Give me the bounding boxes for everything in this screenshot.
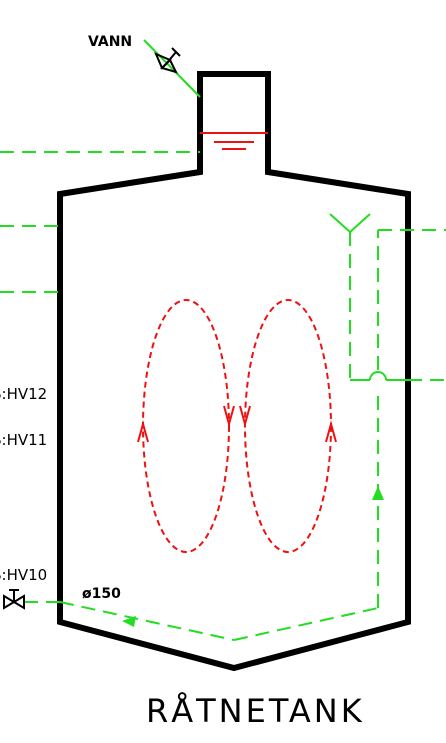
circulation-loops xyxy=(143,300,331,552)
valve-icon xyxy=(4,590,24,608)
tank-title: RÅTNETANK xyxy=(146,692,365,730)
valve-label-hv11: S:HV11 xyxy=(0,431,47,449)
funnel-icon xyxy=(330,214,370,232)
tank-outline xyxy=(60,74,408,668)
valve-icon xyxy=(156,48,180,72)
valve-label-hv12: S:HV12 xyxy=(0,385,47,403)
water-label: VANN xyxy=(88,34,132,50)
valve-label-hv10: S:HV10 xyxy=(0,566,47,584)
water-level-mark xyxy=(200,133,268,149)
diameter-label: ø150 xyxy=(82,586,121,602)
bottom-feed-pipe xyxy=(24,390,378,640)
right-pipes xyxy=(350,230,446,380)
circulation-arrow-icon xyxy=(138,406,336,442)
left-pipes xyxy=(0,152,200,292)
flow-arrow-icon xyxy=(372,486,384,500)
